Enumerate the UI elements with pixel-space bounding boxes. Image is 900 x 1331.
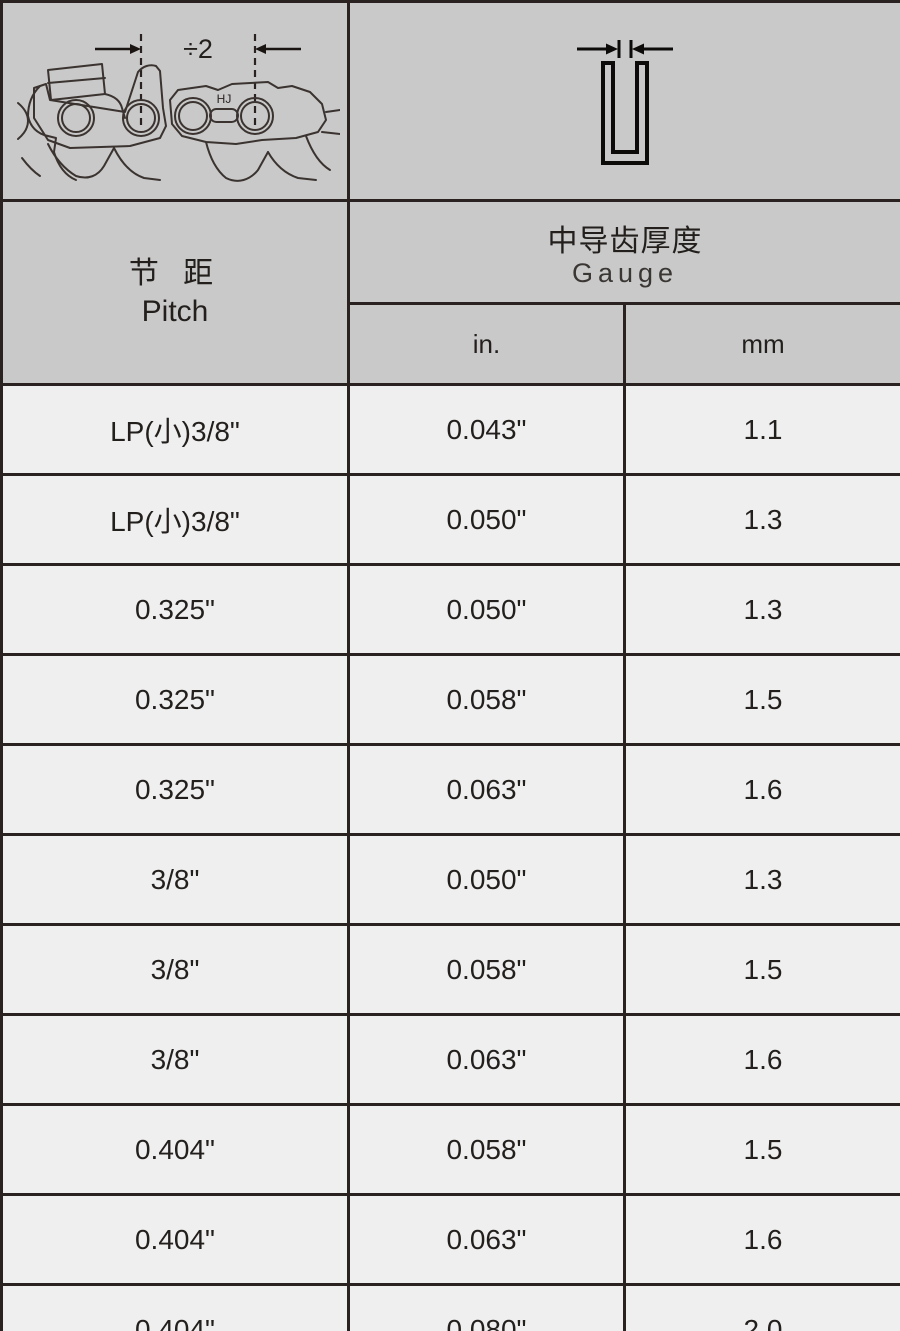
- cell-pitch: 3/8": [0, 923, 350, 1016]
- cell-gauge-mm: 2.0: [623, 1283, 900, 1331]
- gauge-header-cell: 中导齿厚度 Gauge: [347, 199, 900, 305]
- table-row: 0.325" 0.050" 1.3: [0, 563, 900, 656]
- table-row: LP(小)3/8" 0.043" 1.1: [0, 383, 900, 476]
- title-row: 节 距 Pitch 中导齿厚度 Gauge: [0, 199, 900, 386]
- table-row: 3/8" 0.058" 1.5: [0, 923, 900, 1016]
- cell-gauge-mm: 1.6: [623, 1013, 900, 1106]
- cell-pitch: 0.404": [0, 1103, 350, 1196]
- cell-pitch: 3/8": [0, 1013, 350, 1106]
- cell-gauge-mm: 1.6: [623, 743, 900, 836]
- guide-bar-groove-gauge-diagram: [577, 40, 673, 165]
- unit-row: in. mm: [2, 302, 900, 386]
- table-row: 3/8" 0.063" 1.6: [0, 1013, 900, 1106]
- cell-pitch: 0.325": [0, 563, 350, 656]
- chain-link-outlines: [17, 63, 340, 182]
- cell-pitch: 0.325": [0, 653, 350, 746]
- cell-gauge-in: 0.050": [347, 563, 626, 656]
- cell-gauge-mm: 1.6: [623, 1193, 900, 1286]
- gauge-header-en: Gauge: [571, 257, 679, 288]
- table-row: 0.404" 0.063" 1.6: [0, 1193, 900, 1286]
- cell-pitch: LP(小)3/8": [0, 383, 350, 476]
- cell-gauge-in: 0.050": [347, 833, 626, 926]
- gauge-dimension-arrows: [577, 40, 673, 58]
- cell-gauge-in: 0.058": [347, 923, 626, 1016]
- cell-pitch: LP(小)3/8": [0, 473, 350, 566]
- cell-gauge-in: 0.080": [347, 1283, 626, 1331]
- pitch-dimension-arrows: [95, 44, 301, 54]
- pitch-header-cn: 节 距: [128, 257, 222, 291]
- table-row: LP(小)3/8" 0.050" 1.3: [0, 473, 900, 566]
- cell-gauge-in: 0.063": [347, 1193, 626, 1286]
- table-row: 3/8" 0.050" 1.3: [0, 833, 900, 926]
- cell-gauge-in: 0.058": [347, 653, 626, 746]
- cell-pitch: 0.404": [0, 1283, 350, 1331]
- cell-gauge-mm: 1.5: [623, 923, 900, 1016]
- cell-gauge-in: 0.063": [347, 1013, 626, 1106]
- table-row: 0.404" 0.080" 2.0: [0, 1283, 900, 1331]
- unit-header-mm: mm: [623, 302, 900, 386]
- chainsaw-chain-pitch-diagram: ÷2: [17, 34, 340, 182]
- hj-brand-mark: HJ: [217, 92, 232, 106]
- gauge-header-cn: 中导齿厚度: [547, 224, 703, 258]
- cell-gauge-mm: 1.3: [623, 833, 900, 926]
- pitch-header-cell: 节 距 Pitch: [0, 199, 350, 386]
- cell-gauge-mm: 1.3: [623, 563, 900, 656]
- cell-gauge-mm: 1.1: [623, 383, 900, 476]
- cell-gauge-in: 0.063": [347, 743, 626, 836]
- cell-gauge-mm: 1.3: [623, 473, 900, 566]
- chain-diagram-cell: ÷2: [0, 0, 350, 202]
- cell-gauge-in: 0.043": [347, 383, 626, 476]
- cell-gauge-mm: 1.5: [623, 653, 900, 746]
- table-row: 0.404" 0.058" 1.5: [0, 1103, 900, 1196]
- unit-header-in: in.: [347, 302, 626, 386]
- groove-profile-outline: [601, 61, 649, 165]
- cell-pitch: 0.404": [0, 1193, 350, 1286]
- cell-pitch: 0.325": [0, 743, 350, 836]
- hj-slot: [209, 108, 239, 123]
- groove-diagram-cell: [347, 0, 900, 202]
- divide-by-two-label: ÷2: [183, 34, 213, 64]
- table-row: 0.325" 0.058" 1.5: [0, 653, 900, 746]
- cell-gauge-mm: 1.5: [623, 1103, 900, 1196]
- table-row: 0.325" 0.063" 1.6: [0, 743, 900, 836]
- diagram-row: ÷2: [0, 0, 900, 202]
- cell-gauge-in: 0.050": [347, 473, 626, 566]
- cell-pitch: 3/8": [0, 833, 350, 926]
- pitch-header-en: Pitch: [141, 294, 209, 328]
- cell-gauge-in: 0.058": [347, 1103, 626, 1196]
